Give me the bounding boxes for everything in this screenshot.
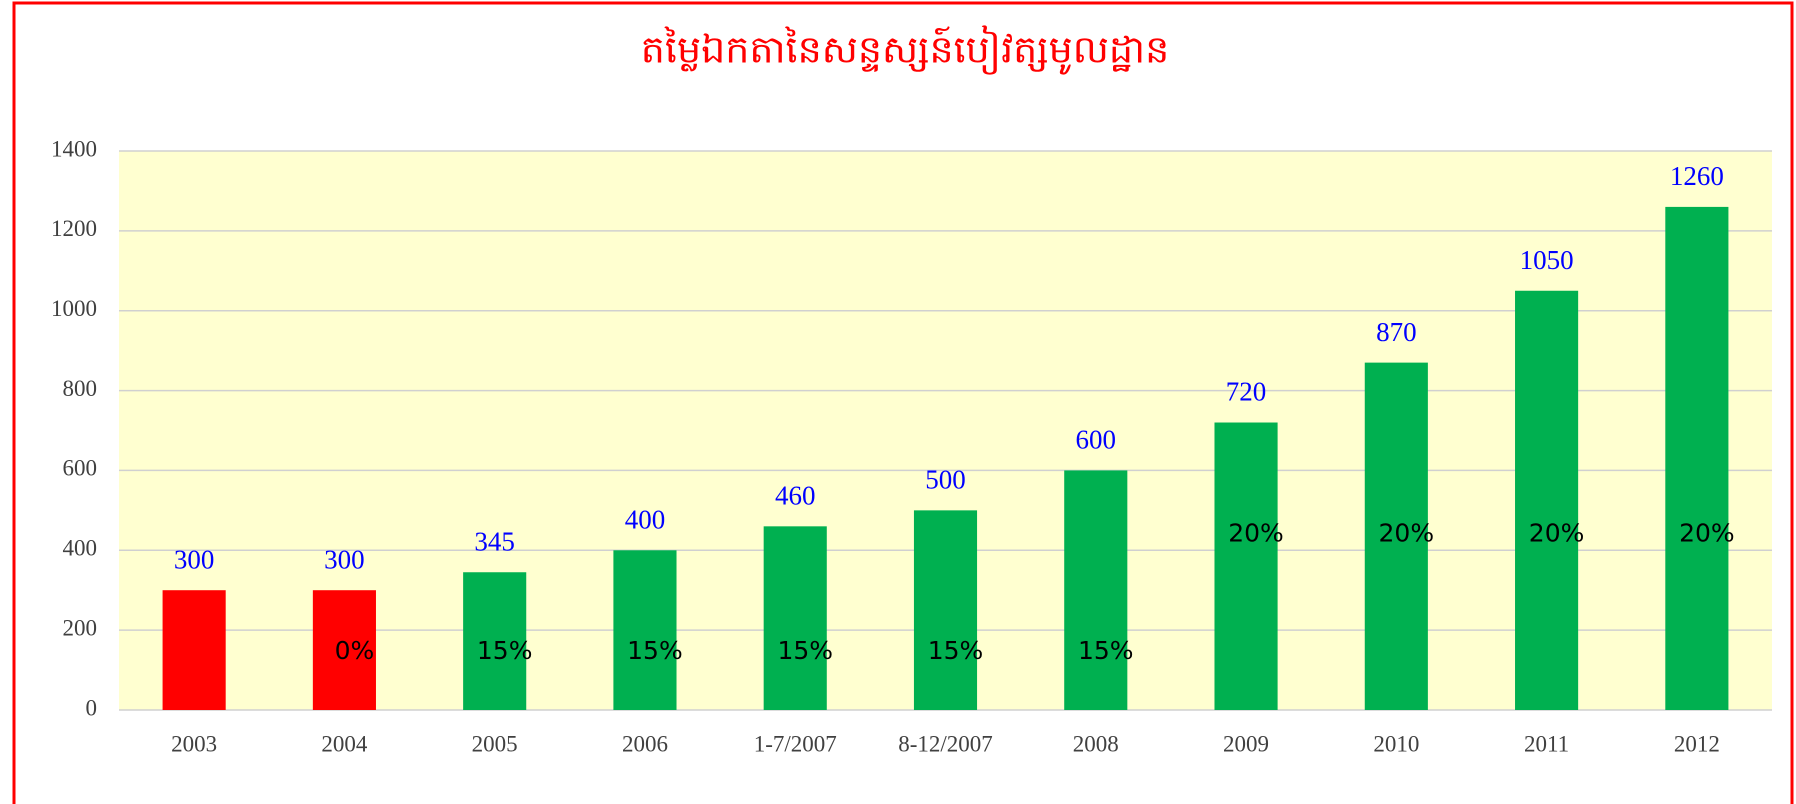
- growth-label: 20%: [1679, 518, 1735, 547]
- bar: [613, 550, 677, 710]
- bar: [1064, 470, 1128, 710]
- growth-label: 15%: [777, 636, 833, 665]
- y-tick-label: 1200: [51, 216, 97, 241]
- growth-label: 20%: [1379, 518, 1435, 547]
- data-label: 720: [1226, 377, 1267, 407]
- bar: [763, 526, 827, 710]
- chart-title: តម្លៃឯកតានៃសន្ទស្សន៍បៀវត្សមូលដ្ឋាន: [641, 25, 1169, 76]
- frame: [12, 1, 1794, 804]
- x-tick-label: 2010: [1373, 731, 1419, 756]
- growth-label: 15%: [477, 636, 533, 665]
- bar: [1665, 206, 1729, 710]
- y-tick-label: 0: [86, 695, 98, 720]
- growth-label: 15%: [1078, 636, 1134, 665]
- x-tick-label: 2006: [622, 731, 668, 756]
- growth-label: 20%: [1529, 518, 1585, 547]
- growth-label: 20%: [1228, 518, 1284, 547]
- bar: [463, 572, 527, 710]
- x-tick-label: 2004: [321, 731, 368, 756]
- data-label: 870: [1376, 317, 1417, 347]
- data-label: 460: [775, 481, 816, 511]
- data-label: 300: [324, 544, 365, 574]
- y-tick-label: 1400: [51, 136, 97, 161]
- x-tick-label: 2009: [1223, 731, 1269, 756]
- growth-label: 15%: [627, 636, 683, 665]
- y-tick-label: 800: [63, 376, 98, 401]
- data-label: 1260: [1670, 161, 1724, 191]
- bar: [312, 590, 376, 710]
- data-label: 500: [925, 465, 966, 495]
- data-label: 300: [174, 544, 215, 574]
- y-tick-label: 200: [63, 615, 98, 640]
- x-tick-label: 2003: [171, 731, 217, 756]
- y-tick-label: 400: [63, 536, 98, 561]
- bar: [1214, 422, 1278, 710]
- data-label: 345: [474, 526, 515, 556]
- x-tick-label: 2011: [1524, 731, 1569, 756]
- x-tick-label: 2008: [1073, 731, 1119, 756]
- x-tick-label: 2012: [1674, 731, 1720, 756]
- data-label: 1050: [1520, 245, 1574, 275]
- bar: [1515, 290, 1579, 710]
- bar: [162, 590, 226, 710]
- x-tick-label: 8-12/2007: [898, 731, 993, 756]
- y-tick-label: 600: [63, 456, 98, 481]
- growth-label: 0%: [335, 636, 375, 665]
- data-label: 600: [1076, 425, 1117, 455]
- y-tick-label: 1000: [51, 296, 97, 321]
- x-tick-label: 2005: [472, 731, 518, 756]
- x-tick-label: 1-7/2007: [754, 731, 837, 756]
- bar: [1364, 362, 1428, 710]
- data-label: 400: [625, 504, 666, 534]
- growth-label: 15%: [928, 636, 984, 665]
- bar: [913, 510, 978, 710]
